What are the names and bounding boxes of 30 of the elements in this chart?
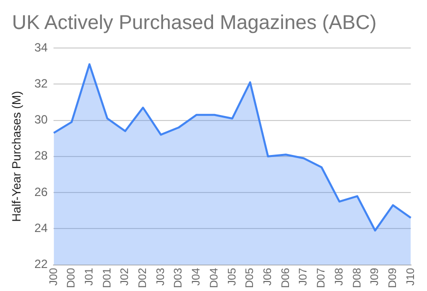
y-axis-title: Half-Year Purchases (M) xyxy=(10,90,24,222)
y-tick-label: 24 xyxy=(34,220,48,235)
x-tick-label: J06 xyxy=(262,268,274,286)
x-tick-label: J02 xyxy=(119,268,132,286)
y-tick-label: 26 xyxy=(34,184,48,199)
x-tick-label: J05 xyxy=(226,268,238,286)
y-tick-label: 30 xyxy=(34,112,48,127)
y-tick-label: 28 xyxy=(34,148,48,163)
x-tick-label: D04 xyxy=(208,268,220,288)
x-tick-label: D06 xyxy=(280,268,292,288)
x-tick-label: J03 xyxy=(154,268,167,286)
x-tick-label: D01 xyxy=(101,268,114,288)
x-tick-label: J08 xyxy=(333,268,346,286)
x-tick-label: D08 xyxy=(351,268,364,288)
x-tick-label: J09 xyxy=(369,268,382,286)
y-tick-label: 22 xyxy=(34,257,48,272)
y-tick-label: 32 xyxy=(34,76,48,90)
x-tick-label: J01 xyxy=(83,268,96,286)
x-tick-label: D05 xyxy=(244,268,256,288)
x-tick-label: J10 xyxy=(404,268,417,286)
x-tick-label: D07 xyxy=(316,268,328,288)
x-tick-label: D02 xyxy=(137,268,150,288)
x-tick-label: D00 xyxy=(66,268,78,288)
x-tick-label: D09 xyxy=(386,268,399,288)
y-tick-label: 34 xyxy=(34,40,48,54)
x-tick-label: J04 xyxy=(190,268,203,286)
x-tick-label: J00 xyxy=(48,268,60,286)
x-tick-label: D03 xyxy=(172,268,185,288)
chart-title: UK Actively Purchased Magazines (ABC) xyxy=(12,12,377,35)
x-tick-label: J07 xyxy=(298,268,310,286)
